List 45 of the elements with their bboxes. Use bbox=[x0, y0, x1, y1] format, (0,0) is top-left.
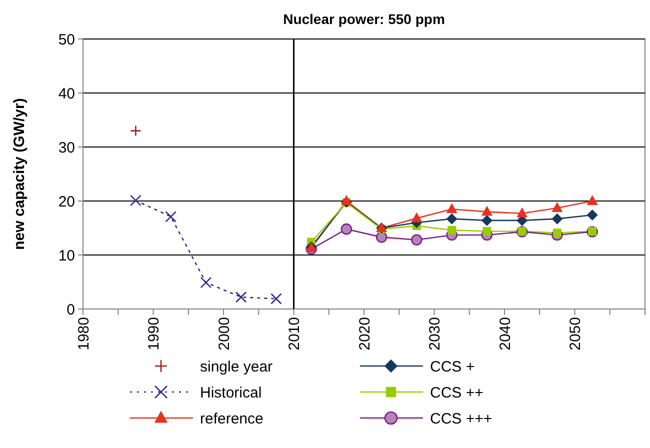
point bbox=[552, 202, 563, 212]
y-axis-title: new capacity (GW/yr) bbox=[11, 98, 28, 250]
legend-label: Historical bbox=[200, 384, 262, 402]
point bbox=[448, 226, 456, 234]
point bbox=[376, 232, 388, 243]
point bbox=[552, 228, 562, 238]
legend-label: CCS ++ bbox=[430, 384, 484, 402]
point bbox=[481, 214, 492, 226]
x-tick-label: 2030 bbox=[426, 317, 444, 350]
point bbox=[340, 195, 352, 205]
point bbox=[235, 291, 247, 303]
point bbox=[516, 207, 528, 218]
x-tick-label: 2040 bbox=[496, 317, 514, 350]
point bbox=[411, 234, 422, 246]
point bbox=[340, 223, 352, 235]
x-tick-label: 2020 bbox=[356, 317, 374, 350]
point bbox=[446, 203, 458, 214]
legend-label: reference bbox=[200, 410, 264, 428]
point bbox=[200, 276, 212, 288]
point bbox=[586, 195, 598, 205]
point bbox=[552, 213, 563, 224]
point bbox=[482, 226, 492, 236]
y-tick-label: 0 bbox=[66, 301, 75, 318]
point bbox=[165, 211, 176, 222]
legend-label: single year bbox=[200, 358, 273, 376]
point bbox=[481, 206, 492, 216]
y-tick-label: 30 bbox=[58, 139, 75, 156]
legend-label: CCS +++ bbox=[430, 410, 492, 428]
point bbox=[130, 125, 142, 136]
x-tick-label: 1990 bbox=[146, 317, 162, 350]
chart-title: Nuclear power: 550 ppm bbox=[283, 11, 445, 27]
point bbox=[446, 213, 458, 224]
legend-label: CCS + bbox=[430, 358, 475, 376]
point bbox=[270, 293, 282, 304]
x-tick-label: 2010 bbox=[286, 317, 303, 350]
y-tick-label: 10 bbox=[58, 247, 75, 264]
x-tick-label: 2000 bbox=[216, 317, 233, 350]
x-tick-label: 2050 bbox=[567, 317, 584, 350]
point bbox=[411, 212, 422, 222]
y-tick-label: 50 bbox=[58, 31, 75, 48]
y-tick-label: 40 bbox=[58, 85, 75, 102]
point bbox=[130, 194, 142, 206]
x-tick-label: 1980 bbox=[75, 317, 92, 350]
y-tick-label: 20 bbox=[58, 193, 75, 210]
point bbox=[586, 210, 598, 221]
